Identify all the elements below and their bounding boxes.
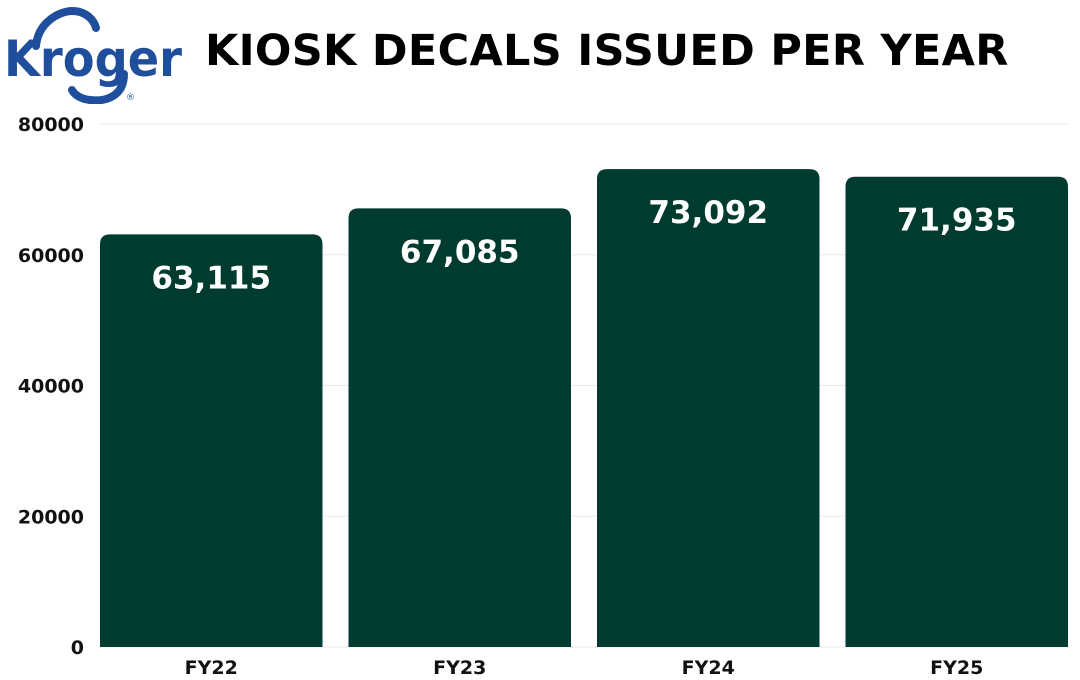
y-tick-label: 20000 bbox=[18, 506, 84, 528]
kroger-logo-wordmark: Kroger bbox=[4, 30, 182, 88]
bar-fy25 bbox=[845, 176, 1068, 648]
bar-fy22 bbox=[100, 234, 323, 647]
y-tick-label: 0 bbox=[71, 637, 84, 659]
y-tick-label: 80000 bbox=[18, 114, 84, 136]
x-tick-label-fy23: FY23 bbox=[433, 657, 486, 679]
data-label-fy25: 71,935 bbox=[897, 203, 1017, 239]
x-tick-label-fy22: FY22 bbox=[185, 657, 238, 679]
data-label-fy22: 63,115 bbox=[151, 260, 271, 296]
y-tick-label: 60000 bbox=[18, 245, 84, 267]
y-tick-label: 40000 bbox=[18, 376, 84, 398]
bar-fy23 bbox=[348, 208, 571, 647]
bar-fy24 bbox=[597, 169, 820, 647]
kroger-logo-registered-mark: ® bbox=[126, 93, 135, 103]
data-label-fy24: 73,092 bbox=[648, 195, 768, 231]
kroger-logo: Kroger ® bbox=[4, 6, 182, 104]
data-label-fy23: 67,085 bbox=[400, 234, 520, 270]
kroger-logo-arch bbox=[32, 6, 100, 50]
x-tick-label-fy25: FY25 bbox=[930, 657, 983, 679]
x-tick-label-fy24: FY24 bbox=[682, 657, 735, 679]
kroger-logo-swoosh bbox=[68, 70, 128, 104]
chart-title: KIOSK DECALS ISSUED PER YEAR bbox=[205, 26, 1009, 76]
